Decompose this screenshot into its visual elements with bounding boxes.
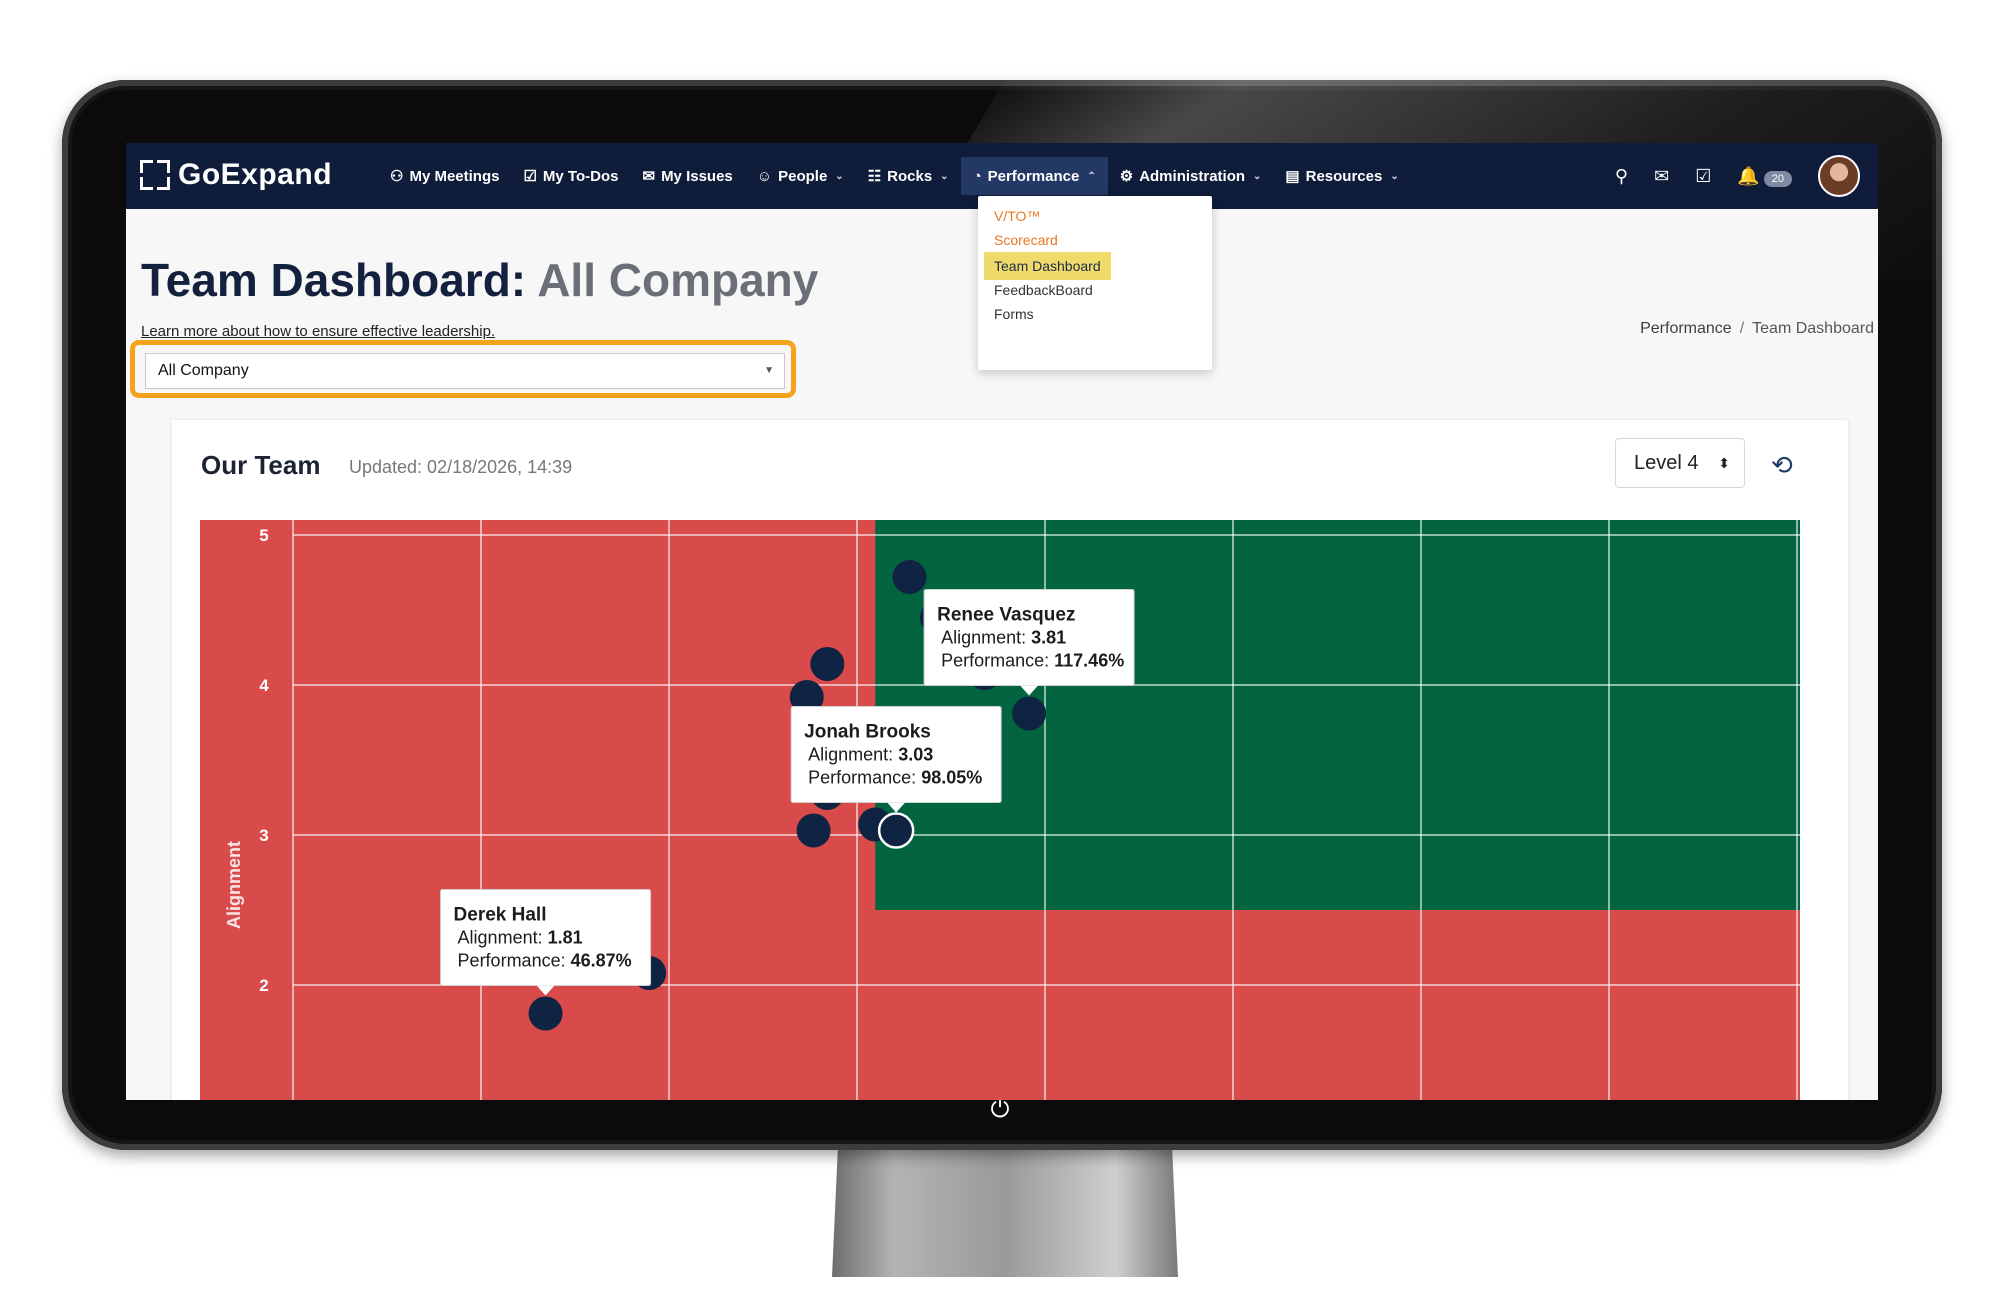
team-select-value: All Company [158,362,249,379]
power-icon: ⏻ [990,1096,1010,1123]
data-point[interactable] [892,560,927,594]
chat-icon[interactable]: ✉ [1654,165,1670,186]
menu-item-forms[interactable]: Forms [994,306,1034,322]
logo-icon [140,160,170,190]
data-point-renee-vasquez[interactable] [1012,696,1047,731]
nav-label: My To-Dos [542,167,619,185]
nav-my-issues[interactable]: ✉ My Issues [630,157,744,195]
nav-rocks[interactable]: ☷ Rocks ⌄ [856,157,961,195]
notification-badge: 20 [1763,170,1792,187]
dashboard-icon: ◔ [972,167,982,185]
tooltip-alignment: Alignment: 3.03 [808,745,933,765]
refresh-icon[interactable]: ⟲ [1771,450,1793,480]
breadcrumb-current: Team Dashboard [1752,320,1874,337]
menu-item-feedbackboard[interactable]: FeedbackBoard [994,282,1093,298]
nav-label: My Meetings [409,167,500,185]
app-logo[interactable]: GoExpand [140,155,332,195]
y-axis-label: Alignment [224,841,244,929]
tooltip-performance: Performance: 46.87% [458,951,632,971]
app-screen: GoExpand ⚇ My Meetings ☑ My To-Dos ✉ My Issue… [126,143,1878,1100]
app-name: GoExpand [178,158,333,191]
page-title: Team Dashboard: All Company [141,254,819,306]
alignment-performance-chart: 2 3 4 5 Alignment Renee Vasquez Alignment: 3.8… [200,520,1800,1100]
nav-resources[interactable]: ▤ Resources ⌄ [1273,157,1410,195]
data-point-derek-hall[interactable] [528,996,563,1031]
team-select[interactable]: All Company ▼ [145,353,785,389]
breadcrumb: Performance / Team Dashboard [1640,320,1874,338]
nav-my-to-dos[interactable]: ☑ My To-Dos [511,157,630,195]
comments-icon: ✉ [642,168,656,185]
tooltip-arrow [536,985,555,996]
tooltip-alignment: Alignment: 3.81 [941,628,1066,648]
y-tick-label: 4 [259,676,269,695]
topbar-actions: ⚲ ✉ ☑ 🔔 20 [1615,143,1878,209]
chevron-down-icon: ⌄ [1390,170,1399,182]
nav-people[interactable]: ☺ People ⌄ [745,157,856,195]
data-point[interactable] [810,647,845,681]
breadcrumb-performance[interactable]: Performance [1640,320,1732,337]
book-icon: ▤ [1285,168,1300,185]
data-point[interactable] [796,813,831,848]
nav-label: Administration [1139,167,1246,185]
level-select[interactable]: Level 4 ⬍ [1615,438,1745,488]
level-value: Level 4 [1634,452,1699,474]
menu-item-scorecard[interactable]: Scorecard [994,232,1058,248]
y-tick-label: 3 [259,826,268,845]
chevron-down-icon: ⌄ [835,170,844,182]
meetings-icon: ⚇ [390,168,404,185]
chevron-down-icon: ⌄ [1253,170,1262,182]
card-title: Our Team [201,450,321,480]
sitemap-icon: ☷ [867,168,882,185]
chevron-down-icon: ⌄ [940,170,949,182]
our-team-card: Our Team Updated: 02/18/2026, 14:39 Leve… [172,420,1848,1100]
gear-icon: ⚙ [1119,168,1134,185]
nav-label: Resources [1305,167,1383,185]
updated-timestamp: Updated: 02/18/2026, 14:39 [349,457,573,477]
y-tick-label: 5 [259,526,268,545]
tooltip-performance: Performance: 117.46% [941,651,1124,671]
chevron-down-icon: ▼ [764,365,774,376]
todo-check-icon[interactable]: ☑ [1695,165,1712,186]
y-tick-label: 2 [259,976,268,995]
page-title-company: All Company [537,254,819,306]
nav-administration[interactable]: ⚙ Administration ⌄ [1108,157,1274,195]
main-nav: ⚇ My Meetings ☑ My To-Dos ✉ My Issues ☺ People ⌄… [378,143,1411,209]
data-point[interactable] [789,680,824,714]
team-select-highlight: All Company ▼ [130,340,796,398]
leadership-help-link[interactable]: Learn more about how to ensure effective… [141,323,496,340]
nav-my-meetings[interactable]: ⚇ My Meetings [378,157,511,195]
nav-performance[interactable]: ◔ Performance ⌃ [960,157,1108,195]
tooltip-arrow [887,802,906,813]
bell-icon: 🔔 [1737,165,1760,186]
top-navigation-bar: GoExpand ⚇ My Meetings ☑ My To-Dos ✉ My Issue… [126,143,1878,209]
sort-updown-icon: ⬍ [1718,455,1730,471]
tooltip-performance: Performance: 98.05% [808,768,982,788]
tooltip-name: Renee Vasquez [937,605,1075,626]
search-icon[interactable]: ⚲ [1614,165,1629,186]
tooltip-name: Derek Hall [454,905,547,926]
users-icon: ☺ [756,167,773,185]
performance-dropdown-menu: V/TO™ Scorecard Team Dashboard FeedbackBoar… [978,196,1212,370]
breadcrumb-separator: / [1739,320,1745,337]
notification-button[interactable]: 🔔 20 [1737,166,1792,187]
checkbox-icon: ☑ [523,168,537,185]
tooltip-name: Jonah Brooks [804,722,931,743]
monitor-stand [832,1145,1178,1277]
menu-item-team-dashboard[interactable]: Team Dashboard [984,252,1111,280]
tooltip-alignment: Alignment: 1.81 [458,928,583,948]
data-point-jonah-brooks[interactable] [877,812,915,849]
tooltip-arrow [1020,685,1039,696]
nav-label: People [778,167,828,185]
avatar[interactable] [1818,155,1860,197]
nav-label: Rocks [887,167,933,185]
nav-label: Performance [987,167,1080,185]
nav-label: My Issues [661,167,733,185]
chevron-up-icon: ⌃ [1087,170,1096,182]
menu-item-v-to-[interactable]: V/TO™ [994,208,1041,224]
